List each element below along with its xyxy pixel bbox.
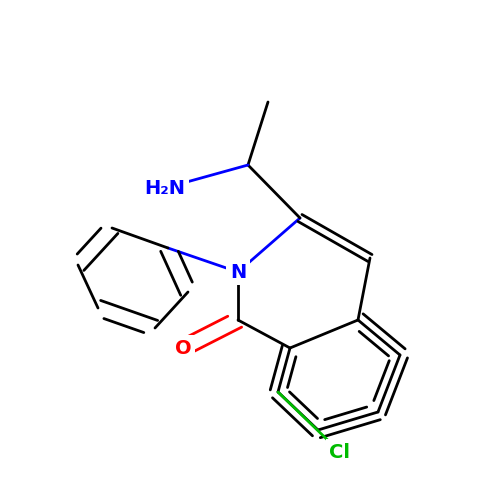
Text: N: N: [230, 262, 246, 282]
Text: Cl: Cl: [330, 443, 351, 461]
Text: O: O: [175, 339, 191, 357]
Text: H₂N: H₂N: [145, 179, 185, 197]
